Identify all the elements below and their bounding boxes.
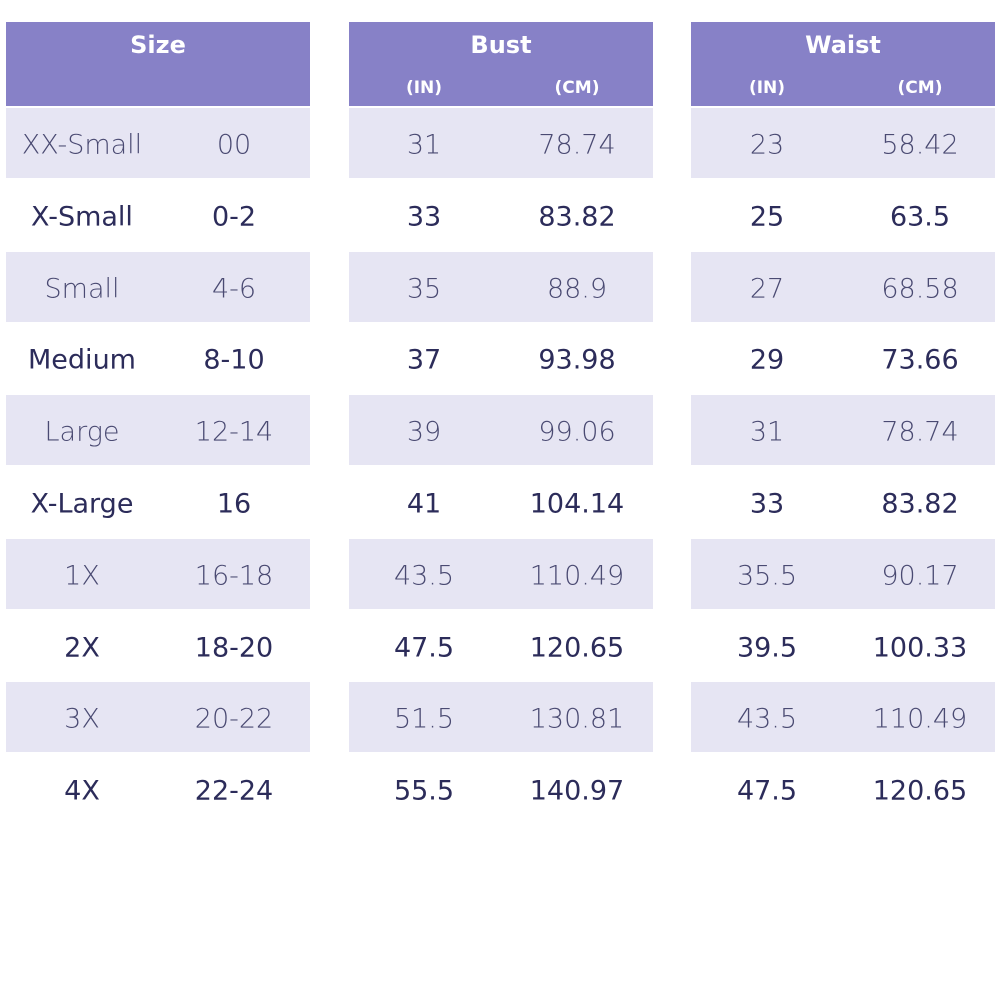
row-band (6, 251, 310, 322)
sub-header: (IN) (405, 78, 443, 98)
cell: 00 (216, 129, 252, 161)
cell: 47.5 (736, 775, 798, 807)
cell: 0-2 (211, 201, 257, 233)
cell: 3X (64, 703, 100, 735)
cell: 41 (406, 488, 442, 520)
cell: 100.33 (872, 632, 968, 664)
cell: 78.74 (881, 416, 959, 448)
group-title: Waist (805, 31, 881, 59)
sub-header: (IN) (748, 78, 786, 98)
cell: 78.74 (538, 129, 616, 161)
header-cell (6, 22, 310, 106)
cell: 29 (749, 344, 785, 376)
cell: 31 (406, 129, 442, 161)
row-band (691, 395, 995, 466)
cell: 8-10 (203, 344, 265, 376)
row-band (349, 251, 653, 322)
row-band (6, 682, 310, 753)
row-band (691, 108, 995, 178)
row-band (349, 395, 653, 466)
row-band (349, 108, 653, 178)
cell: 23 (749, 129, 785, 161)
cell: X-Small (31, 201, 133, 233)
cell: 110.49 (872, 703, 968, 735)
cell: 20-22 (194, 703, 274, 735)
cell: 63.5 (889, 201, 951, 233)
cell: 99.06 (538, 416, 616, 448)
cell: 51.5 (393, 703, 455, 735)
row-band (6, 538, 310, 609)
cell: 1X (64, 560, 100, 592)
cell: 4X (64, 775, 100, 807)
cell: 27 (749, 273, 785, 305)
cell: 130.81 (529, 703, 625, 735)
cell: 83.82 (538, 201, 616, 233)
header-cell (691, 22, 995, 106)
cell: 22-24 (194, 775, 274, 807)
cell: X-Large (30, 488, 134, 520)
sub-header: (CM) (554, 78, 600, 98)
cell: 55.5 (393, 775, 455, 807)
cell: 12-14 (194, 416, 274, 448)
cell: 68.58 (881, 273, 959, 305)
cell: 39.5 (736, 632, 798, 664)
cell: 33 (406, 201, 442, 233)
cell: 110.49 (529, 560, 625, 592)
cell: 35.5 (736, 560, 798, 592)
header-cell (349, 22, 653, 106)
cell: 73.66 (881, 344, 959, 376)
cell: 120.65 (872, 775, 968, 807)
group-title: Size (130, 31, 186, 59)
row-band (349, 538, 653, 609)
cell: 4-6 (211, 273, 257, 305)
cell: 58.42 (881, 129, 959, 161)
cell: 104.14 (529, 488, 625, 520)
cell: 120.65 (529, 632, 625, 664)
cell: 16 (216, 488, 252, 520)
cell: 140.97 (529, 775, 625, 807)
cell: 47.5 (393, 632, 455, 664)
cell: 33 (749, 488, 785, 520)
cell: 35 (406, 273, 442, 305)
cell: 43.5 (736, 703, 798, 735)
cell: XX-Small (21, 129, 143, 161)
row-band (691, 251, 995, 322)
cell: 25 (749, 201, 785, 233)
cell: 90.17 (881, 560, 959, 592)
row-band (691, 538, 995, 609)
row-band (6, 395, 310, 466)
cell: 16-18 (194, 560, 274, 592)
cell: Small (44, 273, 120, 305)
sub-header: (CM) (897, 78, 943, 98)
cell: 37 (406, 344, 442, 376)
cell: 2X (64, 632, 100, 664)
group-title: Bust (470, 31, 532, 59)
cell: 88.9 (546, 273, 608, 305)
cell: 43.5 (393, 560, 455, 592)
cell: Large (44, 416, 120, 448)
cell: 83.82 (881, 488, 959, 520)
cell: 93.98 (538, 344, 616, 376)
row-band (6, 108, 310, 178)
row-band (691, 682, 995, 753)
cell: Medium (28, 344, 136, 376)
row-band (349, 682, 653, 753)
cell: 31 (749, 416, 785, 448)
cell: 39 (406, 416, 442, 448)
cell: 18-20 (194, 632, 274, 664)
